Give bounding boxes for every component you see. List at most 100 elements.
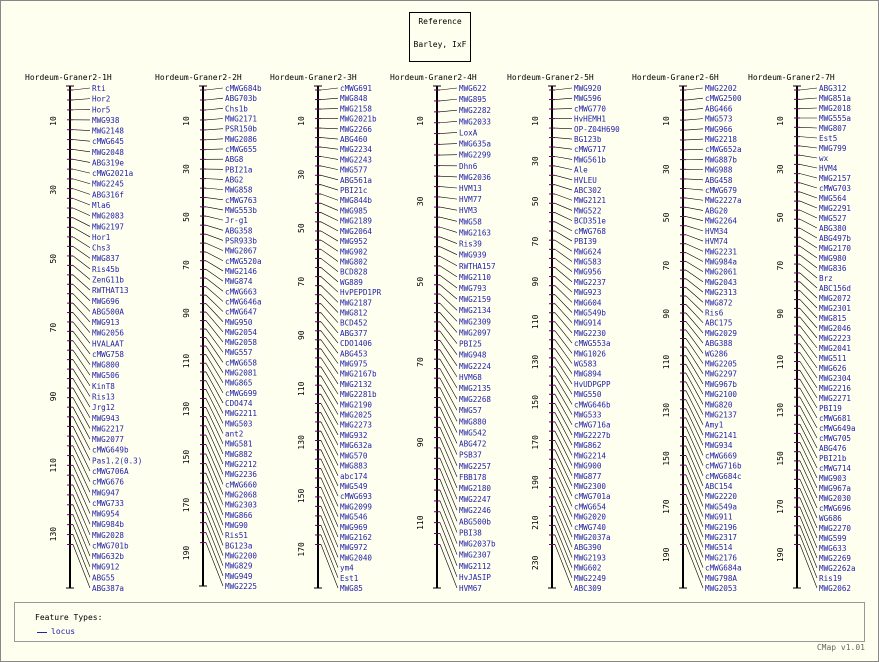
feature-label[interactable]: OP-Z04H690 (574, 125, 620, 134)
feature-label[interactable]: MWG2157 (819, 174, 851, 183)
feature-label[interactable]: WG889 (340, 278, 363, 287)
feature-label[interactable]: HvPEPD1PR (340, 288, 382, 297)
feature-label[interactable]: cMWG716b (705, 462, 742, 471)
feature-label[interactable]: cMWG770 (574, 104, 606, 113)
feature-label[interactable]: Mla6 (92, 201, 111, 210)
feature-label[interactable]: MWG913 (92, 318, 119, 327)
feature-label[interactable]: MWG549b (574, 308, 606, 317)
feature-label[interactable]: MWG800 (92, 361, 120, 370)
feature-label[interactable]: ABC302 (574, 186, 601, 195)
feature-label[interactable]: PBI19 (819, 404, 842, 413)
feature-label[interactable]: HVM13 (459, 184, 482, 193)
feature-label[interactable]: HvJASIP (459, 573, 491, 582)
feature-label[interactable]: HvHEMH1 (574, 115, 606, 124)
feature-label[interactable]: WG686 (819, 514, 842, 523)
feature-label[interactable]: MWG696 (92, 297, 120, 306)
feature-label[interactable]: MWG2303 (225, 501, 257, 510)
feature-label[interactable]: MWG2072 (819, 294, 851, 303)
feature-label[interactable]: ABG388 (705, 339, 733, 348)
reference-map-box[interactable]: Reference Barley, IxF (409, 12, 471, 62)
feature-label[interactable]: KinT8 (92, 382, 115, 391)
feature-label[interactable]: HVLEU (574, 176, 597, 185)
feature-label[interactable]: BCD351e (574, 217, 606, 226)
feature-label[interactable]: cMWG684a (705, 564, 742, 573)
feature-label[interactable]: MWG2021b (340, 115, 377, 124)
feature-label[interactable]: MWG2317 (705, 533, 737, 542)
feature-label[interactable]: ABG476 (819, 444, 847, 453)
feature-label[interactable]: MWG934 (705, 441, 733, 450)
feature-label[interactable]: MWG872 (705, 298, 732, 307)
feature-label[interactable]: ABC154 (705, 482, 733, 491)
feature-label[interactable]: cMWG553a (574, 339, 611, 348)
feature-label[interactable]: CDO1406 (340, 339, 372, 348)
feature-label[interactable]: MWG2212 (225, 460, 257, 469)
feature-label[interactable]: MWG2141 (705, 431, 737, 440)
feature-label[interactable]: CDO474 (225, 399, 253, 408)
feature-label[interactable]: cMWG733 (92, 499, 124, 508)
feature-label[interactable]: MWG2246 (459, 506, 491, 515)
feature-label[interactable]: HvUDPGPP (574, 380, 611, 389)
feature-label[interactable]: ABG390 (574, 543, 602, 552)
feature-label[interactable]: MWG2224 (459, 362, 491, 371)
feature-label[interactable]: ABC156d (819, 284, 851, 293)
feature-label[interactable]: MWG815 (819, 314, 846, 323)
feature-label[interactable]: BCD828 (340, 268, 368, 277)
feature-label[interactable]: BCD452 (340, 319, 367, 328)
feature-label[interactable]: HVM34 (705, 227, 728, 236)
feature-label[interactable]: MWG2200 (225, 552, 257, 561)
feature-label[interactable]: MWG2167b (340, 370, 377, 379)
chromosome-title[interactable]: Hordeum-Graner2-2H (155, 73, 242, 82)
feature-label[interactable]: MWG2227b (574, 431, 611, 440)
feature-label[interactable]: MWG583 (574, 257, 601, 266)
feature-label[interactable]: cMWG717 (574, 145, 606, 154)
feature-label[interactable]: ABG387a (92, 584, 124, 593)
feature-label[interactable]: HVM74 (705, 237, 728, 246)
feature-label[interactable]: Ris13 (92, 393, 115, 402)
feature-label[interactable]: MWG2291 (819, 204, 851, 213)
feature-label[interactable]: HVM67 (459, 584, 482, 593)
feature-label[interactable]: MWG633 (819, 544, 846, 553)
feature-label[interactable]: MWG802 (340, 257, 367, 266)
feature-label[interactable]: MWG549a (705, 502, 737, 511)
feature-label[interactable]: ABG312 (819, 84, 846, 93)
feature-label[interactable]: MWG2028 (92, 531, 124, 540)
feature-label[interactable]: MWG865 (225, 379, 252, 388)
feature-label[interactable]: MWG967b (705, 380, 737, 389)
feature-label[interactable]: MWG895 (459, 95, 486, 104)
feature-label[interactable]: MWG596 (574, 94, 602, 103)
feature-label[interactable]: MWG2112 (459, 562, 491, 571)
feature-label[interactable]: MWG90 (225, 521, 248, 530)
feature-label[interactable]: MWG2257 (459, 462, 491, 471)
feature-label[interactable]: MWG2236 (225, 470, 257, 479)
feature-label[interactable]: abc174 (340, 472, 368, 481)
feature-label[interactable]: MWG2268 (459, 395, 491, 404)
feature-label[interactable]: MWG2100 (705, 390, 737, 399)
feature-label[interactable]: Chs3 (92, 244, 110, 253)
feature-label[interactable]: MWG887b (705, 155, 737, 164)
feature-label[interactable]: cMWG701a (574, 492, 611, 501)
feature-label[interactable]: cMWG740 (574, 523, 606, 532)
feature-label[interactable]: cMWG658 (225, 358, 257, 367)
feature-label[interactable]: cMWG652a (705, 145, 742, 154)
feature-label[interactable]: MWG2271 (819, 394, 851, 403)
feature-label[interactable]: MWG2197 (92, 222, 124, 231)
feature-label[interactable]: cMWG681 (819, 414, 851, 423)
feature-label[interactable]: MWG2132 (340, 380, 372, 389)
feature-label[interactable]: Dhn6 (459, 162, 478, 171)
feature-label[interactable]: MWG85 (340, 584, 363, 593)
feature-label[interactable]: FBB178 (459, 473, 487, 482)
chromosome-title[interactable]: Hordeum-Graner2-7H (748, 73, 835, 82)
feature-label[interactable]: Jrg12 (92, 403, 115, 412)
feature-label[interactable]: MWG557 (225, 348, 252, 357)
feature-label[interactable]: Est1 (340, 574, 359, 583)
feature-label[interactable]: MWG2299 (459, 151, 491, 160)
feature-label[interactable]: MWG581 (225, 440, 253, 449)
feature-label[interactable]: MWG844b (340, 196, 372, 205)
feature-label[interactable]: ABC309 (574, 584, 602, 593)
feature-label[interactable]: MWG2018 (819, 104, 851, 113)
feature-label[interactable]: MWG2231 (705, 247, 737, 256)
chromosome-title[interactable]: Hordeum-Graner2-1H (25, 73, 112, 82)
feature-label[interactable]: MWG2056 (92, 329, 124, 338)
feature-label[interactable]: MWG2205 (705, 360, 737, 369)
feature-label[interactable]: MWG2273 (340, 421, 372, 430)
